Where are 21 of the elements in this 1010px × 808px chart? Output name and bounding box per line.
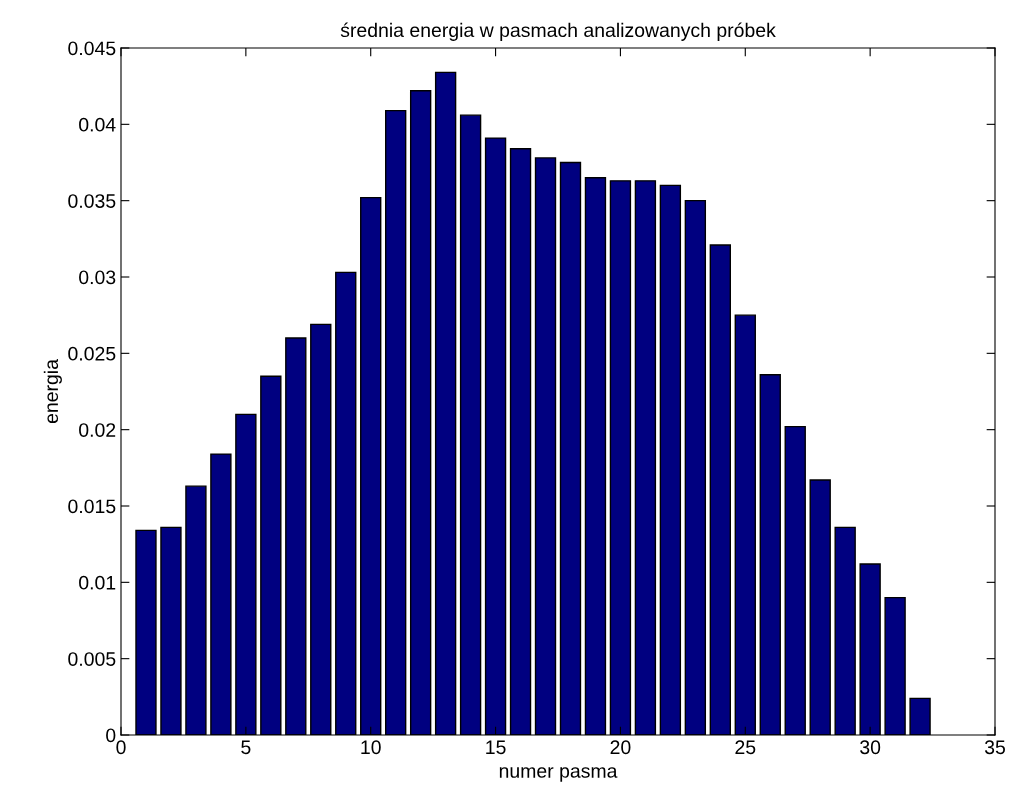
x-tick-label: 30 [860,740,881,755]
y-tick-label: 0.02 [79,423,116,437]
x-tick-label: 35 [984,740,1005,755]
y-tick-label: 0.04 [79,117,116,132]
chart-title: średnia energia w pasmach analizowanych próbek [340,22,776,41]
y-tick-label: 0.025 [68,346,116,361]
x-tick-label: 5 [241,740,251,755]
y-tick-label: 0.045 [68,41,116,56]
y-tick-label: 0.005 [68,652,116,666]
y-tick-label: 0.015 [68,499,116,514]
x-tick-label: 20 [610,740,631,755]
x-tick-label: 10 [361,740,381,755]
x-axis-title: numer pasma [499,767,618,782]
x-tick-label: 0 [116,740,126,755]
x-tick-label: 25 [735,740,756,755]
y-tick-label: 0 [106,728,116,743]
y-tick-label: 0.01 [79,575,116,590]
y-axis-title: energia [43,359,62,424]
y-tick-label: 0.03 [79,270,116,285]
y-tick-label: 0.035 [68,194,116,208]
x-tick-label: 15 [486,740,506,755]
